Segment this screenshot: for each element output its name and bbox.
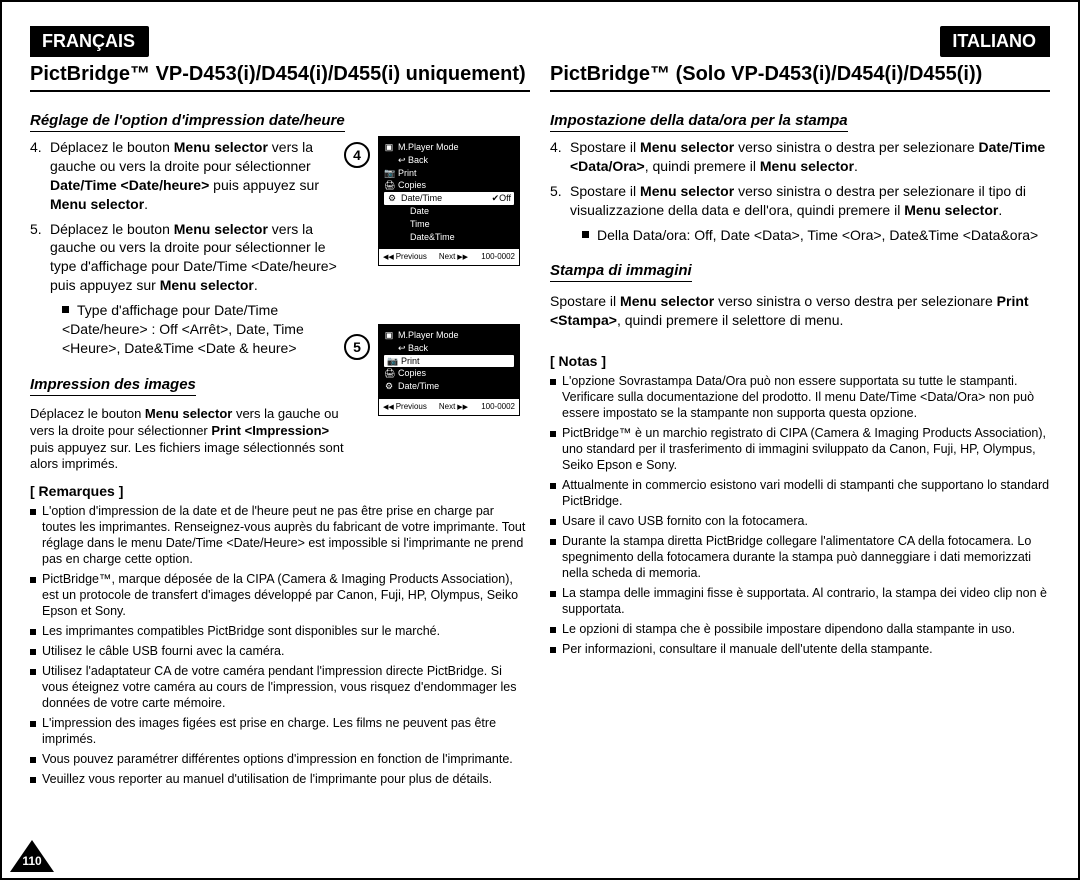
subhead-print-fr: Impression des images — [30, 376, 196, 396]
section-title-fr: PictBridge™ VP-D453(i)/D454(i)/D455(i) u… — [30, 63, 530, 92]
note-item: Vous pouvez paramétrer différentes optio… — [30, 751, 530, 767]
step4-text-fr: Déplacez le bouton Menu selector vers la… — [50, 138, 350, 214]
note-item: Per informazioni, consultare il manuale … — [550, 641, 1050, 657]
subhead-print-it: Stampa di immagini — [550, 262, 692, 282]
note-item: PictBridge™ è un marchio registrato di C… — [550, 425, 1050, 473]
notes-head-fr: [ Remarques ] — [30, 483, 530, 499]
step5-sub-it: Della Data/ora: Off, Date <Data>, Time <… — [582, 226, 1050, 245]
note-item: Usare il cavo USB fornito con la fotocam… — [550, 513, 1050, 529]
step5-text-fr: Déplacez le bouton Menu selector vers la… — [50, 220, 350, 296]
subhead-datetime-fr: Réglage de l'option d'impression date/he… — [30, 112, 345, 132]
note-item: Attualmente in commercio esistono vari m… — [550, 477, 1050, 509]
note-item: Le opzioni di stampa che è possibile imp… — [550, 621, 1050, 637]
manual-page: FRANÇAIS PictBridge™ VP-D453(i)/D454(i)/… — [0, 0, 1080, 880]
note-item: Veuillez vous reporter au manuel d'utili… — [30, 771, 530, 787]
step-badge-5: 5 — [344, 334, 370, 360]
lang-tab-fr: FRANÇAIS — [30, 26, 149, 57]
note-item: Les imprimantes compatibles PictBridge s… — [30, 623, 530, 639]
step-badge-4: 4 — [344, 142, 370, 168]
step4-text-it: Spostare il Menu selector verso sinistra… — [570, 138, 1050, 176]
note-item: Utilisez l'adaptateur CA de votre caméra… — [30, 663, 530, 711]
step5-sub-fr: Type d'affichage pour Date/Time <Date/he… — [62, 301, 350, 358]
lcd-screen-step4: ▣M.Player Mode ↩ Back 📷Print 🖨Copies ⚙Da… — [378, 136, 520, 266]
lcd-screen-step5: ▣M.Player Mode ↩ Back 📷Print 🖨Copies ⚙Da… — [378, 324, 520, 416]
note-item: L'opzione Sovrastampa Data/Ora può non e… — [550, 373, 1050, 421]
page-number-badge: 110 — [10, 840, 54, 872]
print-body-it: Spostare il Menu selector verso sinistra… — [550, 292, 1050, 328]
note-item: L'impression des images figées est prise… — [30, 715, 530, 747]
step5-text-it: Spostare il Menu selector verso sinistra… — [570, 182, 1050, 220]
note-item: PictBridge™, marque déposée de la CIPA (… — [30, 571, 530, 619]
column-italiano: ITALIANO PictBridge™ (Solo VP-D453(i)/D4… — [540, 26, 1050, 858]
note-item: La stampa delle immagini fisse è support… — [550, 585, 1050, 617]
print-body-fr: Déplacez le bouton Menu selector vers la… — [30, 406, 350, 474]
note-item: Utilisez le câble USB fourni avec la cam… — [30, 643, 530, 659]
notes-list-it: L'opzione Sovrastampa Data/Ora può non e… — [550, 373, 1050, 657]
notes-list-fr: L'option d'impression de la date et de l… — [30, 503, 530, 787]
notes-head-it: [ Notas ] — [550, 353, 1050, 369]
lang-tab-it: ITALIANO — [940, 26, 1050, 57]
column-francais: FRANÇAIS PictBridge™ VP-D453(i)/D454(i)/… — [30, 26, 540, 858]
note-item: Durante la stampa diretta PictBridge col… — [550, 533, 1050, 581]
subhead-datetime-it: Impostazione della data/ora per la stamp… — [550, 112, 848, 132]
note-item: L'option d'impression de la date et de l… — [30, 503, 530, 567]
section-title-it: PictBridge™ (Solo VP-D453(i)/D454(i)/D45… — [550, 63, 1050, 92]
